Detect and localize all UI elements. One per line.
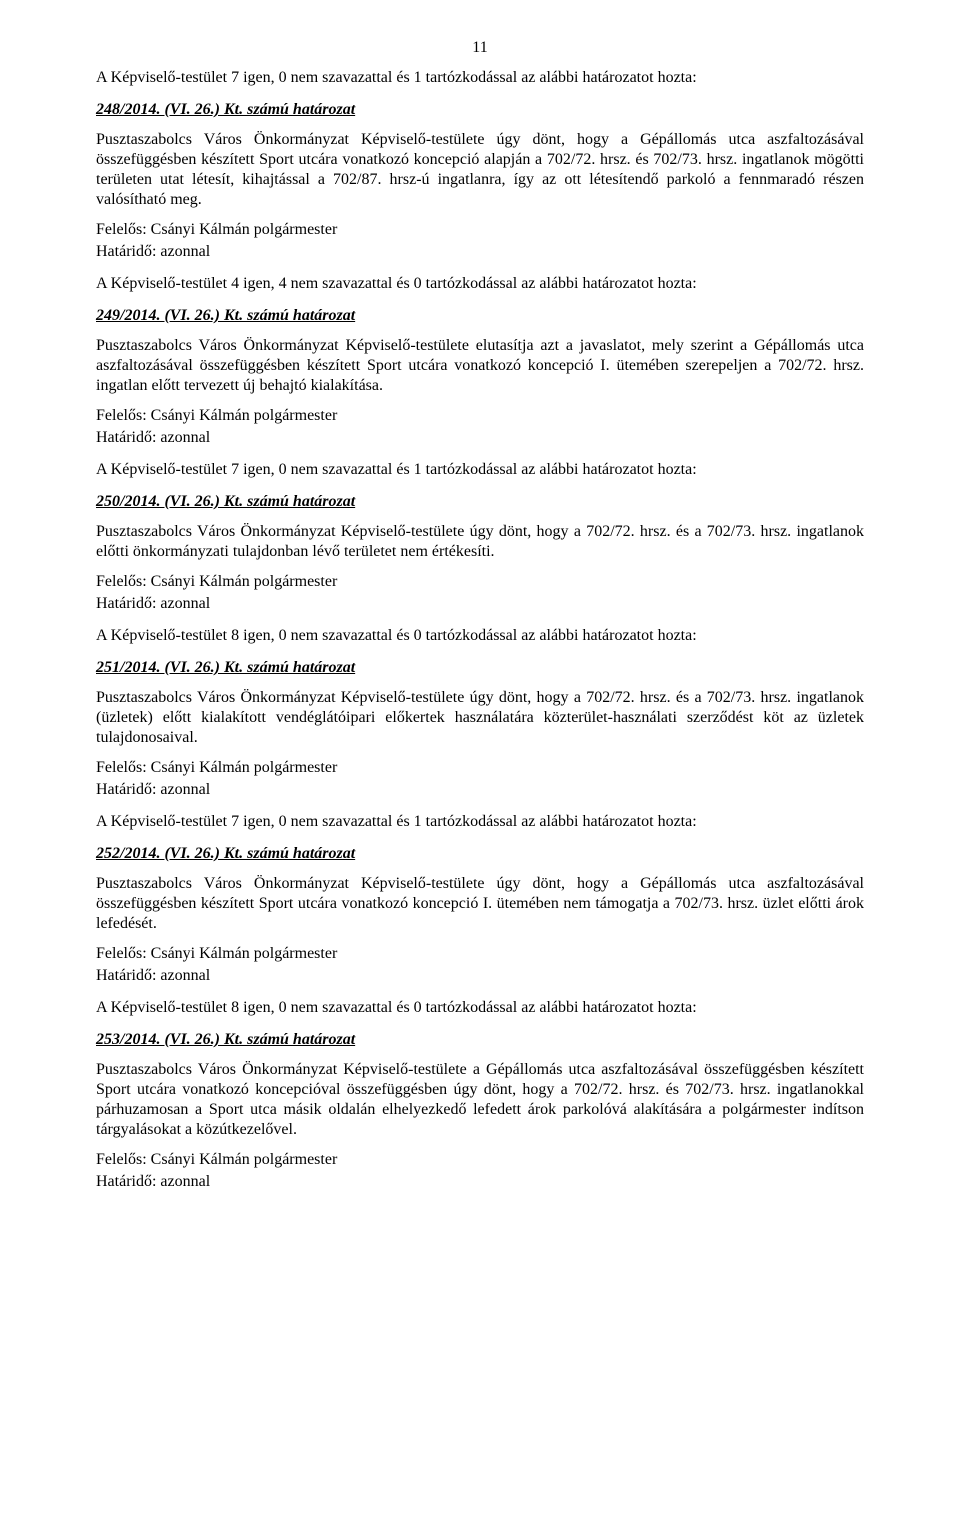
responsible-line: Felelős: Csányi Kálmán polgármester (96, 572, 864, 592)
responsible-line: Felelős: Csányi Kálmán polgármester (96, 220, 864, 240)
resolution-block: A Képviselő-testület 7 igen, 0 nem szava… (96, 68, 864, 262)
vote-line: A Képviselő-testület 8 igen, 0 nem szava… (96, 626, 864, 646)
vote-line: A Képviselő-testület 8 igen, 0 nem szava… (96, 998, 864, 1018)
vote-line: A Képviselő-testület 7 igen, 0 nem szava… (96, 812, 864, 832)
vote-line: A Képviselő-testület 4 igen, 4 nem szava… (96, 274, 864, 294)
responsible-line: Felelős: Csányi Kálmán polgármester (96, 758, 864, 778)
resolution-title: 252/2014. (VI. 26.) Kt. számú határozat (96, 844, 864, 864)
deadline-line: Határidő: azonnal (96, 428, 864, 448)
resolution-body: Pusztaszabolcs Város Önkormányzat Képvis… (96, 874, 864, 934)
resolution-title: 253/2014. (VI. 26.) Kt. számú határozat (96, 1030, 864, 1050)
resolution-body: Pusztaszabolcs Város Önkormányzat Képvis… (96, 336, 864, 396)
resolution-body: Pusztaszabolcs Város Önkormányzat Képvis… (96, 130, 864, 210)
deadline-line: Határidő: azonnal (96, 1172, 864, 1192)
resolution-block: A Képviselő-testület 7 igen, 0 nem szava… (96, 812, 864, 986)
responsible-line: Felelős: Csányi Kálmán polgármester (96, 406, 864, 426)
deadline-line: Határidő: azonnal (96, 780, 864, 800)
deadline-line: Határidő: azonnal (96, 594, 864, 614)
resolution-body: Pusztaszabolcs Város Önkormányzat Képvis… (96, 688, 864, 748)
page-number: 11 (96, 38, 864, 58)
resolution-title: 249/2014. (VI. 26.) Kt. számú határozat (96, 306, 864, 326)
resolution-block: A Képviselő-testület 7 igen, 0 nem szava… (96, 460, 864, 614)
resolution-body: Pusztaszabolcs Város Önkormányzat Képvis… (96, 1060, 864, 1140)
resolution-title: 251/2014. (VI. 26.) Kt. számú határozat (96, 658, 864, 678)
resolution-title: 250/2014. (VI. 26.) Kt. számú határozat (96, 492, 864, 512)
document-page: 11 A Képviselő-testület 7 igen, 0 nem sz… (0, 0, 960, 1524)
resolution-block: A Képviselő-testület 8 igen, 0 nem szava… (96, 998, 864, 1192)
responsible-line: Felelős: Csányi Kálmán polgármester (96, 1150, 864, 1170)
deadline-line: Határidő: azonnal (96, 242, 864, 262)
vote-line: A Képviselő-testület 7 igen, 0 nem szava… (96, 460, 864, 480)
resolution-body: Pusztaszabolcs Város Önkormányzat Képvis… (96, 522, 864, 562)
vote-line: A Képviselő-testület 7 igen, 0 nem szava… (96, 68, 864, 88)
responsible-line: Felelős: Csányi Kálmán polgármester (96, 944, 864, 964)
resolution-block: A Képviselő-testület 4 igen, 4 nem szava… (96, 274, 864, 448)
deadline-line: Határidő: azonnal (96, 966, 864, 986)
resolution-block: A Képviselő-testület 8 igen, 0 nem szava… (96, 626, 864, 800)
resolution-title: 248/2014. (VI. 26.) Kt. számú határozat (96, 100, 864, 120)
